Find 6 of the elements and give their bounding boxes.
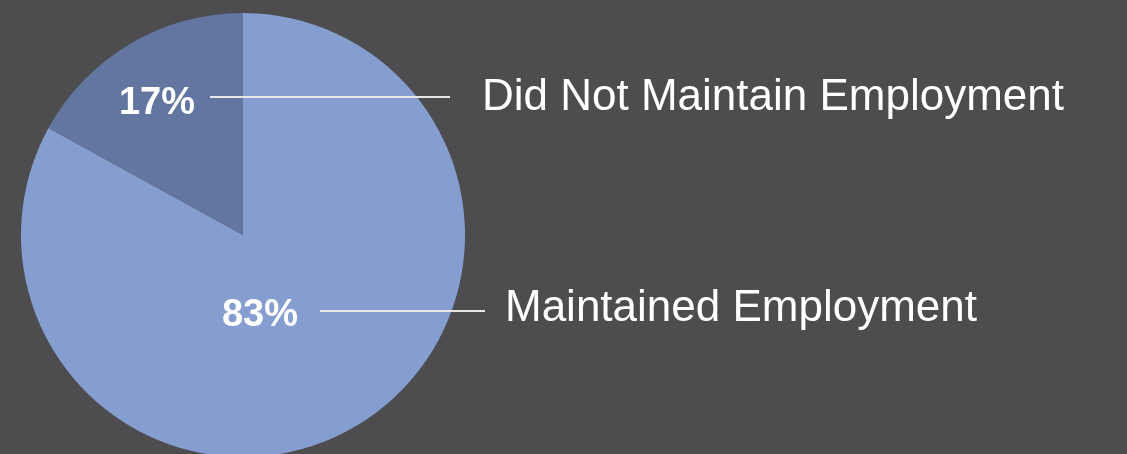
slice-label: Maintained Employment (505, 281, 978, 330)
slice-label: Did Not Maintain Employment (482, 70, 1065, 119)
data-label: 83% (221, 292, 299, 334)
data-label: 17% (118, 80, 196, 122)
pie-slice (48, 13, 243, 235)
pie-slice (21, 13, 465, 454)
